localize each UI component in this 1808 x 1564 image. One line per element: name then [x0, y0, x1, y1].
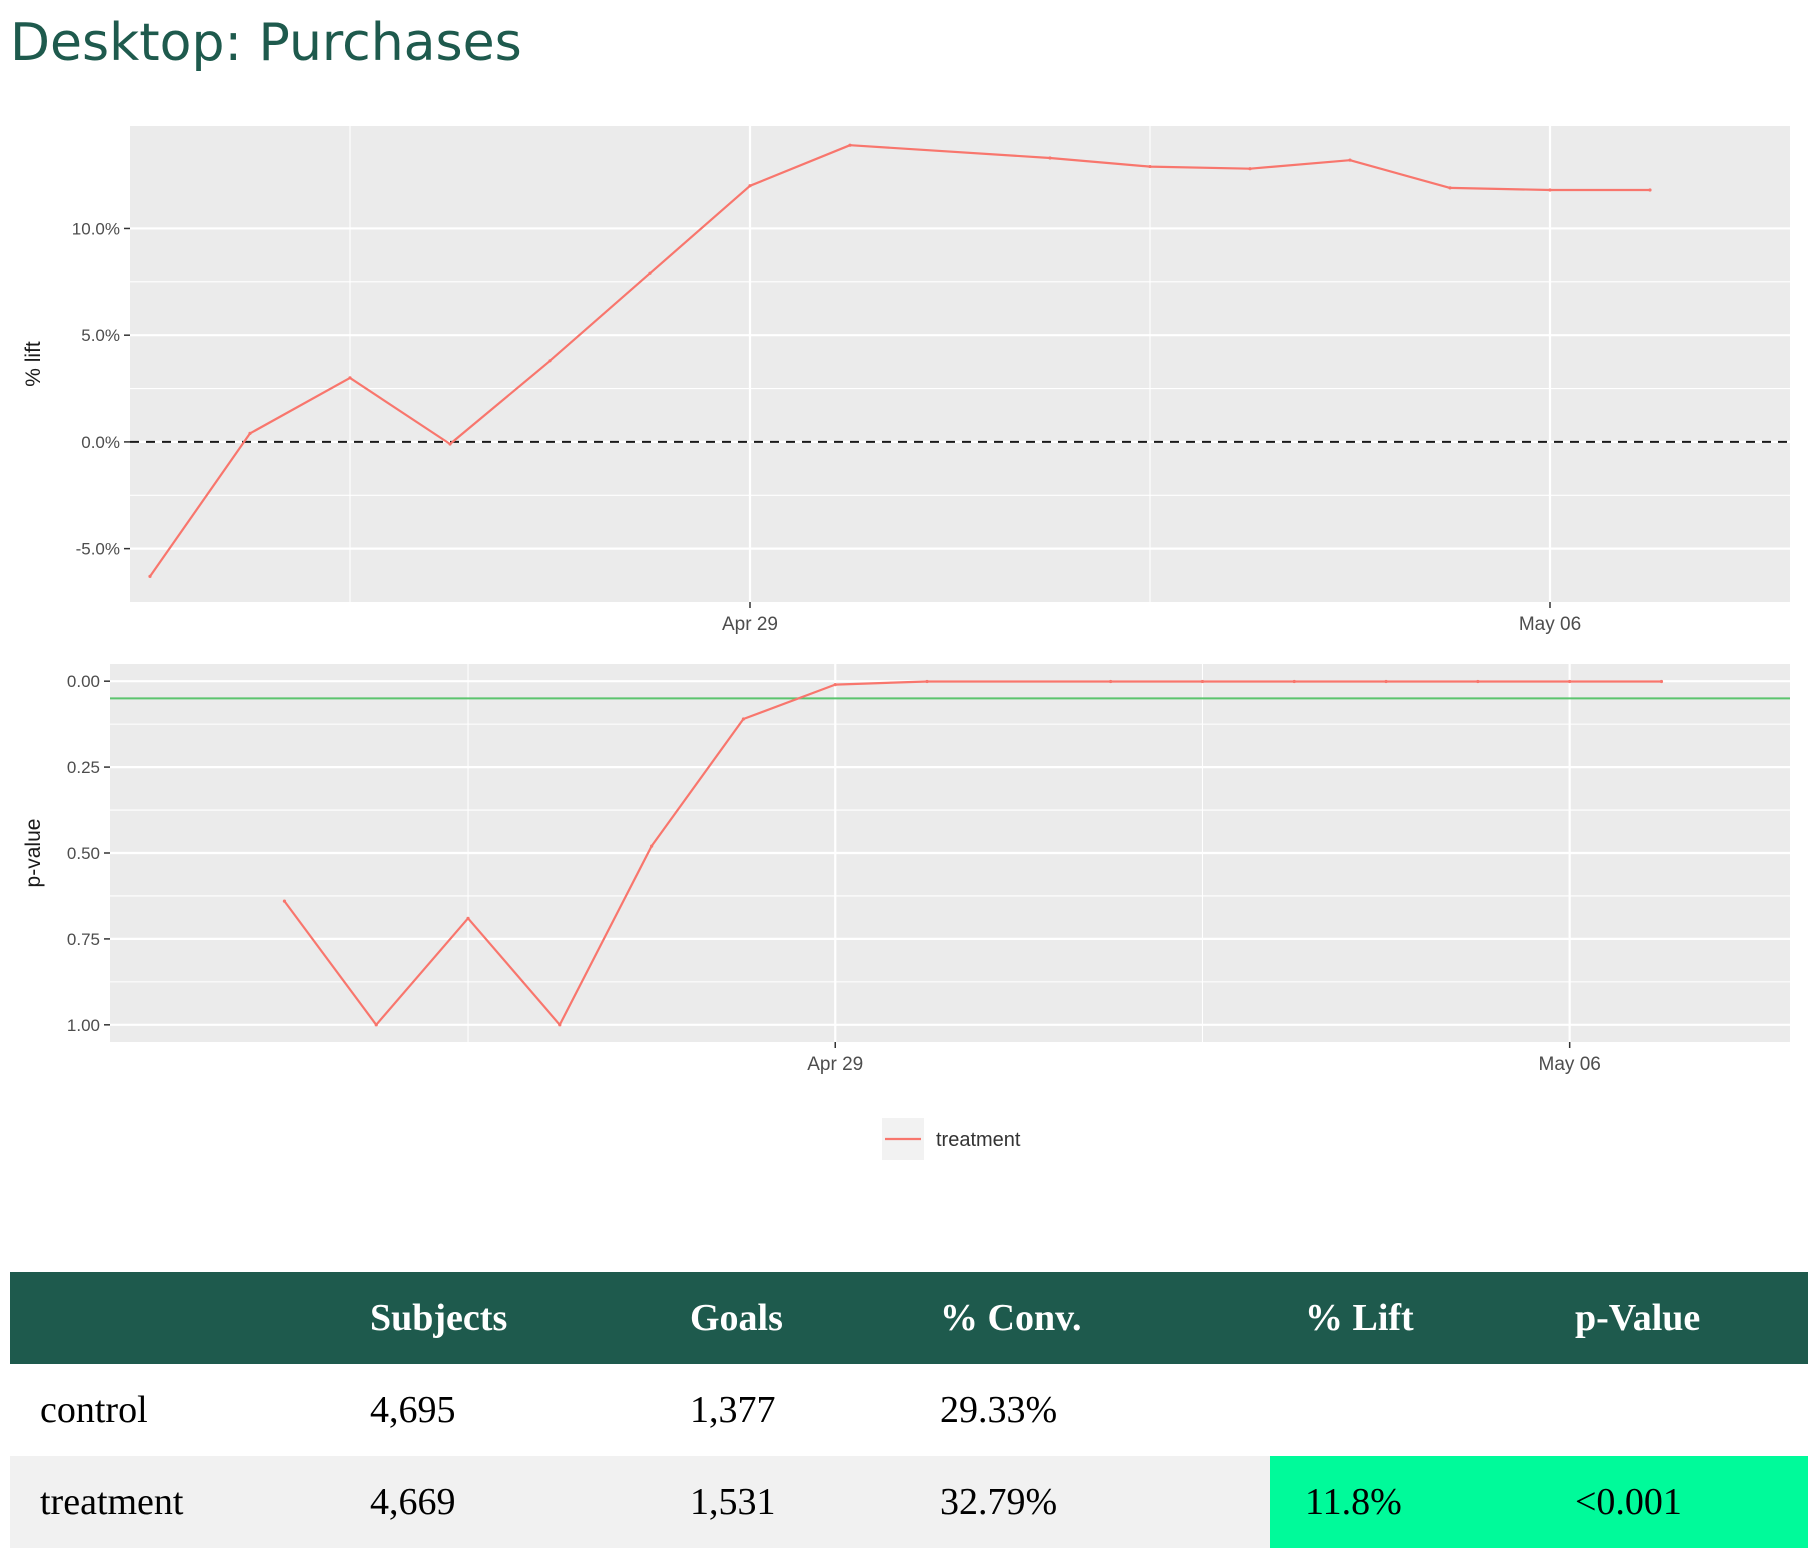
y-tick-label: 0.75 [67, 930, 100, 949]
table-cell-subjects: 4,695 [370, 1389, 456, 1431]
y-tick-label: 5.0% [81, 326, 120, 345]
y-tick-label: 1.00 [67, 1016, 100, 1035]
y-tick-label: 0.50 [67, 844, 100, 863]
legend-label-treatment: treatment [936, 1129, 1021, 1151]
table-cell-group: treatment [10, 1456, 370, 1548]
table-cell-lift [1270, 1364, 1575, 1456]
table-header-pvalue: p-Value [1575, 1272, 1808, 1364]
table-header-cell [10, 1272, 370, 1364]
plot-panel-background [130, 126, 1790, 602]
y-tick-label: 10.0% [72, 219, 120, 238]
x-tick-label: Apr 29 [807, 1054, 863, 1075]
table-cell-group: control [40, 1389, 148, 1431]
x-tick-label: May 06 [1519, 614, 1581, 635]
table-cell-pvalue-significant: <0.001 [1575, 1456, 1808, 1548]
table-header-lift: % Lift [1270, 1272, 1575, 1364]
table-cell-conv: 32.79% [940, 1456, 1270, 1548]
table-header-goals: Goals [690, 1272, 940, 1364]
table-row-treatment: treatment 4,669 1,531 32.79% 11.8% <0.00… [10, 1456, 1808, 1548]
table-header-row: Subjects Goals % Conv. % Lift p-Value [10, 1272, 1808, 1364]
y-axis-title: p-value [22, 819, 45, 888]
table-cell-conv: 29.33% [940, 1389, 1058, 1431]
table-cell-pvalue [1575, 1364, 1808, 1456]
table-row-control: control 4,695 1,377 29.33% [10, 1364, 1808, 1456]
y-tick-label: 0.0% [81, 433, 120, 452]
y-tick-label: 0.25 [67, 758, 100, 777]
table-header-subjects: Subjects [370, 1272, 690, 1364]
y-tick-label: -5.0% [76, 540, 120, 559]
table-cell-lift-significant: 11.8% [1270, 1456, 1575, 1548]
y-axis-title: % lift [22, 341, 45, 387]
x-tick-label: May 06 [1539, 1054, 1601, 1075]
table-cell-goals: 1,531 [690, 1456, 940, 1548]
lift-pvalue-charts: -5.0% 0.0% 5.0% 10.0% Apr 29 May 06 % lift 0.00… [22, 126, 1790, 1160]
x-tick-label: Apr 29 [722, 614, 778, 635]
y-tick-label: 0.00 [67, 672, 100, 691]
page-title: Desktop: Purchases [10, 13, 522, 73]
table-cell-subjects: 4,669 [370, 1456, 690, 1548]
series-line-treatment [149, 144, 1650, 578]
series-line-treatment [283, 680, 1662, 1026]
table-cell-goals: 1,377 [690, 1389, 776, 1431]
table-header-conv: % Conv. [940, 1272, 1270, 1364]
results-table: Subjects Goals % Conv. % Lift p-Value co… [10, 1272, 1808, 1548]
